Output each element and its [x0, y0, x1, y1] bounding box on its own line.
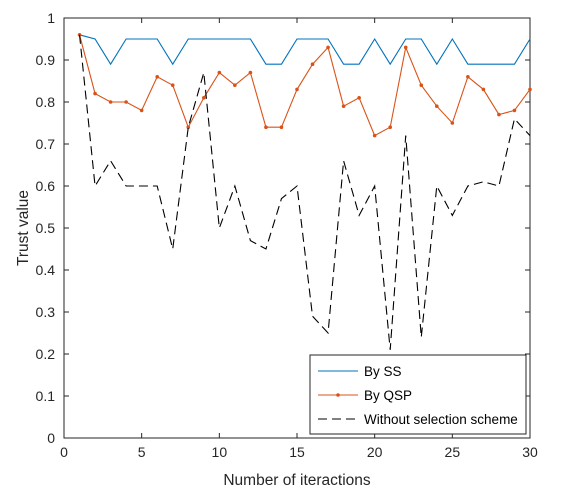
data-point-by-qsp — [497, 112, 501, 117]
legend-label: Without selection scheme — [364, 412, 518, 427]
y-tick-label: 0.6 — [36, 178, 56, 194]
data-point-by-qsp — [512, 108, 517, 113]
data-point-by-qsp — [139, 108, 144, 113]
data-point-by-qsp — [124, 100, 128, 104]
y-tick-label: 0.1 — [36, 388, 56, 404]
legend-label: By QSP — [364, 388, 412, 403]
x-tick-label: 5 — [138, 444, 146, 460]
data-point-by-qsp — [419, 83, 424, 87]
x-tick-label: 30 — [522, 444, 538, 460]
data-point-by-qsp — [403, 45, 408, 50]
axis-ticks: 0 5 10 15 20 25 30 0 0.1 0.2 0.3 0.4 0.5 0.6 0.7 0.8 0.9… — [36, 10, 538, 460]
data-point-by-qsp — [388, 125, 393, 129]
data-point-by-qsp — [93, 91, 97, 96]
data-point-by-qsp — [372, 133, 377, 138]
y-tick-label: 0 — [47, 430, 55, 446]
y-tick-label: 0.4 — [36, 262, 56, 278]
data-point-by-qsp — [170, 83, 175, 87]
series-lines — [77, 33, 532, 350]
series-line-by-qsp — [78, 34, 531, 137]
legend-label: By SS — [364, 364, 402, 379]
x-tick-label: 10 — [212, 444, 228, 460]
x-tick-label: 20 — [367, 444, 383, 460]
x-tick-label: 15 — [289, 444, 305, 460]
data-point-by-qsp — [357, 96, 361, 100]
data-point-by-qsp — [326, 45, 330, 50]
data-point-by-qsp — [279, 125, 284, 129]
data-point-by-qsp — [264, 125, 268, 129]
series-line-without-selection-scheme — [78, 34, 531, 350]
x-tick-label: 25 — [445, 444, 461, 460]
y-tick-label: 0.3 — [36, 304, 56, 320]
data-point-by-qsp — [248, 70, 253, 75]
data-point-by-qsp — [481, 87, 486, 92]
y-tick-label: 0.9 — [36, 52, 56, 68]
y-axis-title: Trust value — [15, 190, 32, 266]
data-point-by-qsp — [233, 83, 237, 87]
data-point-by-qsp — [450, 121, 455, 125]
x-axis-title: Number of iteractions — [223, 472, 371, 489]
data-point-by-qsp — [108, 100, 113, 104]
data-point-by-qsp — [295, 87, 299, 92]
y-tick-label: 0.2 — [36, 346, 56, 362]
data-point-by-qsp — [217, 70, 222, 75]
y-tick-label: 0.5 — [36, 220, 56, 236]
series-line-by-ss — [79, 34, 531, 66]
x-tick-label: 0 — [60, 444, 68, 460]
data-point-by-qsp — [435, 104, 439, 108]
y-tick-label: 0.7 — [36, 136, 56, 152]
data-point-by-qsp — [202, 96, 206, 100]
legend: By SS By QSP Without selection scheme — [309, 354, 527, 435]
y-tick-label: 0.8 — [36, 94, 56, 110]
data-point-by-qsp — [466, 75, 470, 79]
legend-marker — [336, 393, 340, 397]
data-point-by-qsp — [310, 62, 315, 66]
data-point-by-qsp — [341, 104, 346, 108]
data-point-by-qsp — [186, 125, 191, 129]
y-tick-label: 1 — [47, 10, 55, 26]
data-point-by-qsp — [155, 75, 159, 79]
data-point-by-qsp — [528, 87, 532, 92]
